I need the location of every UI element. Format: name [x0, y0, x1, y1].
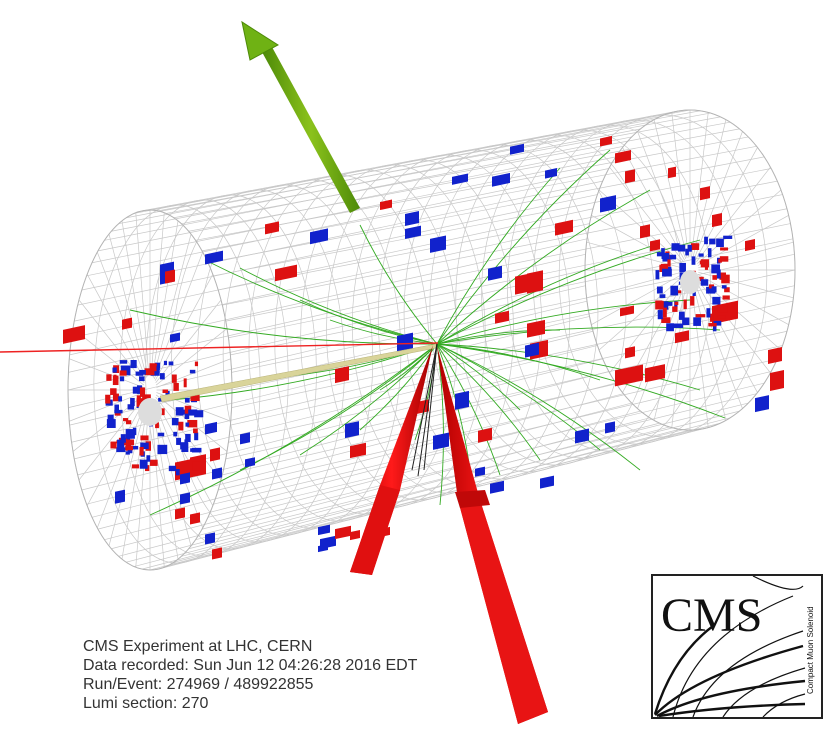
event-info: CMS Experiment at LHC, CERN Data recorde…	[83, 637, 417, 713]
calorimeter-deposits	[63, 135, 784, 560]
jet-cone-left	[350, 345, 433, 575]
detector-endcap-left	[67, 209, 233, 571]
detector-cylinder	[67, 109, 796, 571]
cms-logo-arcs	[672, 576, 806, 717]
muon-track	[0, 342, 439, 353]
cms-logo-text: CMS	[661, 589, 762, 642]
experiment-line: CMS Experiment at LHC, CERN	[83, 638, 313, 655]
recorded-date-line: Data recorded: Sun Jun 12 04:26:28 2016 …	[83, 657, 418, 674]
cms-logo-tracks	[653, 625, 806, 717]
cms-logo: CMS Compact Muon Solenoid	[651, 574, 823, 719]
cms-logo-subtitle: Compact Muon Solenoid	[806, 606, 815, 694]
jet-cone-right	[437, 346, 548, 724]
run-event-line: Run/Event: 274969 / 489922855	[83, 676, 314, 693]
vertex-tracks	[411, 343, 438, 477]
lumi-section-line: Lumi section: 270	[83, 695, 209, 712]
missing-energy-arrow	[241, 20, 360, 213]
